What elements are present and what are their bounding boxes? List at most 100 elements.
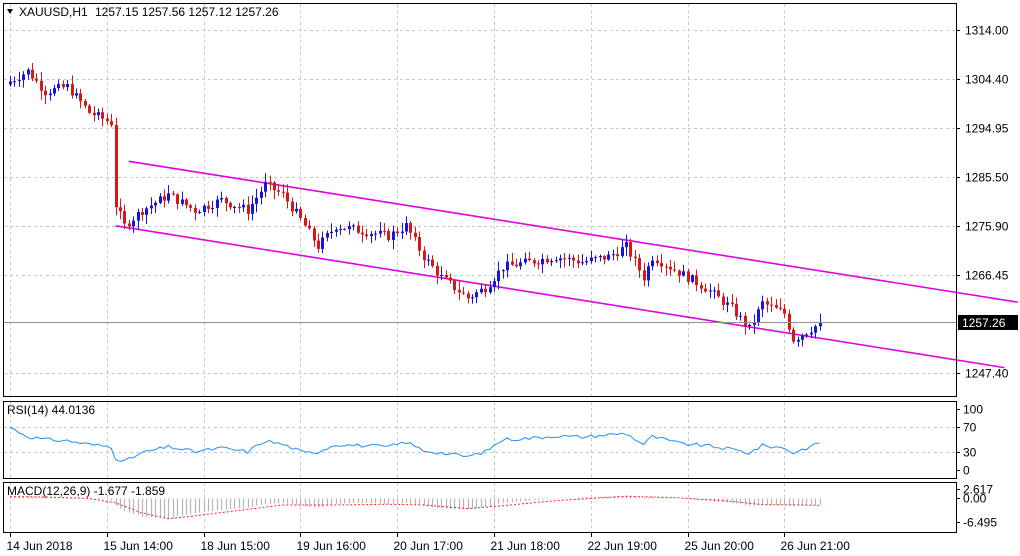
candle: [475, 289, 478, 304]
candle: [163, 189, 166, 208]
candle: [458, 280, 461, 301]
candle-body: [731, 302, 734, 304]
candle-body: [524, 258, 527, 263]
candle-body: [185, 199, 188, 206]
candle: [335, 227, 338, 237]
candle: [779, 298, 782, 311]
candle-body: [541, 259, 544, 265]
candle: [700, 281, 703, 294]
candle: [304, 214, 307, 227]
candle: [405, 216, 408, 235]
candle: [431, 255, 434, 268]
candle-body: [423, 250, 426, 261]
candle-body: [634, 256, 637, 259]
candle-body: [242, 204, 245, 208]
candle-body: [181, 199, 184, 204]
candle: [568, 253, 571, 266]
candle-body: [797, 339, 800, 342]
dropdown-arrow-icon[interactable]: [7, 9, 13, 14]
macd-title: MACD(12,26,9) -1.677 -1.859: [7, 484, 165, 498]
macd-tick-label: 0.00: [963, 492, 987, 506]
candle: [717, 283, 720, 298]
candle: [339, 224, 342, 235]
candle-body: [682, 271, 685, 276]
candle-body: [616, 254, 619, 257]
candle-body: [533, 260, 536, 264]
candle-body: [506, 261, 509, 271]
candle-body: [713, 290, 716, 292]
candle-body: [453, 280, 456, 291]
candle: [427, 254, 430, 266]
candle: [673, 261, 676, 273]
candle-body: [31, 69, 34, 79]
candle: [194, 204, 197, 221]
candle-body: [172, 193, 175, 195]
candle: [682, 264, 685, 277]
candle-body: [603, 256, 606, 260]
candle: [607, 250, 610, 261]
candle-body: [13, 81, 16, 83]
candle: [264, 173, 267, 198]
candle-body: [757, 309, 760, 323]
candle-body: [247, 204, 250, 214]
price-tick-label: 1285.50: [965, 171, 1009, 185]
candle: [35, 73, 38, 84]
channel-lower-line: [115, 224, 1005, 369]
price-tick-label: 1314.00: [965, 24, 1009, 38]
candle: [361, 225, 364, 243]
candle-body: [550, 260, 553, 263]
candle-body: [387, 231, 390, 240]
candle: [801, 333, 804, 347]
candle: [423, 246, 426, 269]
candle: [757, 306, 760, 326]
candle: [255, 188, 258, 213]
candle-body: [251, 203, 254, 214]
rsi-tick-label: 70: [963, 421, 977, 435]
candle: [352, 223, 355, 231]
candle: [792, 327, 795, 344]
candle: [277, 183, 280, 197]
time-tick-label: 25 Jun 20:00: [685, 539, 755, 553]
candle-body: [101, 112, 104, 119]
candle: [748, 323, 751, 330]
candle-body: [638, 258, 641, 271]
candle-body: [321, 237, 324, 249]
candle-body: [519, 262, 522, 267]
candle-body: [449, 277, 452, 281]
symbol-header[interactable]: XAUUSD,H1 1257.15 1257.56 1257.12 1257.2…: [7, 5, 279, 19]
candle: [528, 251, 531, 262]
candle-body: [383, 230, 386, 232]
time-tick-label: 18 Jun 15:00: [201, 539, 271, 553]
candle: [511, 253, 514, 266]
candle: [13, 76, 16, 87]
candle-body: [436, 266, 439, 276]
candle: [233, 205, 236, 214]
candle: [761, 295, 764, 318]
candle: [18, 71, 21, 88]
candle: [418, 231, 421, 257]
candle-body: [75, 93, 78, 96]
candle-body: [57, 84, 60, 89]
candle-body: [273, 182, 276, 191]
candle-body: [515, 264, 518, 267]
candle: [150, 197, 153, 215]
candle-body: [229, 203, 232, 208]
candle: [625, 234, 628, 256]
candle: [726, 296, 729, 313]
candle: [616, 246, 619, 261]
candle: [409, 220, 412, 240]
candle: [27, 67, 30, 80]
candle: [84, 98, 87, 109]
candle: [282, 184, 285, 198]
candle: [735, 297, 738, 320]
candle: [599, 254, 602, 262]
candle-body: [418, 236, 421, 251]
candle-body: [471, 297, 474, 299]
candle-body: [568, 257, 571, 259]
candle: [106, 113, 109, 125]
candle-body: [660, 263, 663, 267]
candle-body: [735, 303, 738, 317]
candle-body: [97, 112, 100, 116]
candle: [731, 294, 734, 307]
candle: [198, 209, 201, 214]
